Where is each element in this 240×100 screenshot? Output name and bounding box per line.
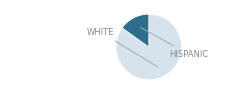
- Text: WHITE: WHITE: [87, 28, 157, 67]
- Wedge shape: [122, 14, 149, 47]
- Wedge shape: [116, 14, 182, 80]
- Text: HISPANIC: HISPANIC: [140, 27, 208, 59]
